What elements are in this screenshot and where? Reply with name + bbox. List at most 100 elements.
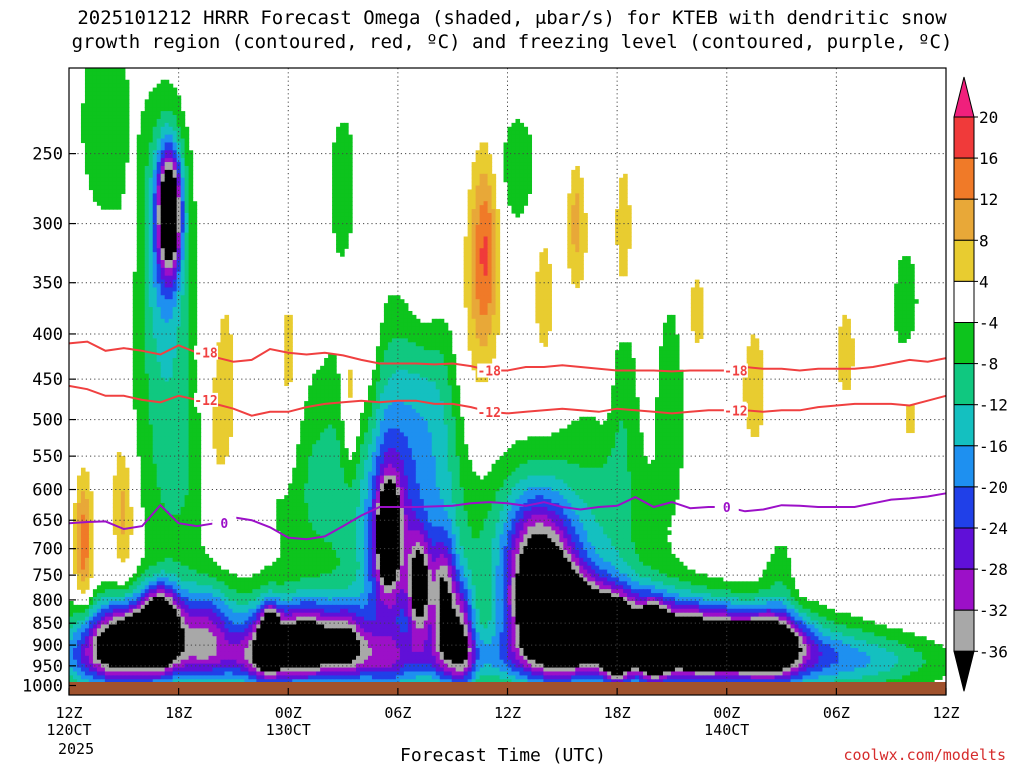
omega-cell (160, 389, 166, 394)
omega-cell (116, 158, 122, 163)
omega-cell (495, 287, 501, 292)
omega-cell (180, 346, 186, 351)
omega-cell (838, 326, 843, 332)
omega-cell (172, 165, 178, 171)
omega-cell (487, 185, 493, 191)
omega-cell (180, 436, 186, 441)
omega-cell (180, 260, 186, 265)
omega-cell (160, 197, 166, 202)
omega-cell (284, 369, 289, 375)
omega-cell (164, 287, 170, 292)
omega-cell (136, 275, 142, 281)
omega-cell (423, 369, 429, 375)
omega-cell (172, 240, 178, 245)
omega-cell (579, 444, 584, 449)
omega-cell (180, 271, 186, 277)
omega-cell (112, 122, 118, 128)
omega-cell (670, 361, 676, 367)
omega-cell (455, 408, 461, 414)
omega-cell (180, 444, 186, 449)
omega-cell (288, 318, 293, 324)
omega-cell (567, 240, 572, 245)
omega-cell (184, 307, 190, 312)
omega-cell (379, 330, 385, 336)
omega-cell (678, 455, 684, 461)
omega-cell (136, 150, 142, 155)
omega-cell (627, 342, 632, 347)
omega-cell (140, 181, 146, 187)
omega-cell (539, 455, 544, 461)
omega-cell (443, 365, 449, 371)
omega-cell (379, 342, 385, 347)
omega-cell (623, 271, 628, 277)
omega-cell (527, 154, 533, 159)
omega-cell (136, 432, 142, 437)
omega-cell (116, 165, 122, 171)
omega-cell (336, 385, 341, 390)
omega-cell (136, 236, 142, 242)
omega-cell (383, 350, 389, 355)
omega-cell (435, 416, 441, 422)
omega-cell (515, 142, 521, 147)
omega-cell (623, 432, 628, 437)
omega-cell (132, 275, 138, 281)
omega-cell (156, 393, 162, 398)
omega-cell (140, 115, 146, 120)
omega-cell (519, 452, 525, 457)
omega-cell (467, 244, 473, 249)
omega-cell (216, 369, 222, 375)
omega-cell (643, 455, 648, 461)
omega-cell (619, 354, 624, 359)
omega-cell (284, 342, 289, 347)
omega-cell (144, 428, 150, 434)
omega-cell (379, 369, 385, 375)
omega-cell (216, 377, 222, 383)
omega-cell (332, 216, 337, 222)
omega-cell (96, 154, 102, 159)
omega-cell (519, 459, 525, 465)
omega-cell (439, 436, 445, 441)
omega-cell (842, 322, 847, 328)
omega-cell (288, 334, 293, 339)
omega-cell (678, 405, 684, 410)
omega-cell (80, 126, 86, 132)
omega-cell (224, 338, 230, 343)
omega-cell (443, 385, 449, 390)
omega-cell (164, 228, 170, 234)
omega-cell (160, 397, 166, 402)
omega-cell (479, 326, 485, 332)
omega-cell (156, 444, 162, 449)
omega-cell (615, 369, 620, 375)
omega-cell (906, 291, 911, 296)
omega-cell (419, 393, 425, 398)
omega-cell (391, 416, 397, 422)
omega-cell (471, 361, 477, 367)
omega-cell (180, 412, 186, 418)
omega-cell (172, 201, 178, 206)
omega-cell (511, 169, 517, 175)
omega-cell (543, 303, 548, 308)
omega-cell (96, 103, 102, 108)
omega-cell (619, 271, 624, 277)
omega-cell (515, 440, 521, 445)
omega-cell (391, 330, 397, 336)
omega-cell (284, 354, 289, 359)
omega-cell (228, 401, 234, 406)
omega-cell (148, 271, 154, 277)
omega-cell (116, 452, 122, 457)
omega-cell (308, 412, 313, 418)
omega-cell (463, 248, 469, 253)
omega-cell (415, 432, 421, 437)
omega-cell (336, 193, 341, 198)
omega-cell (188, 310, 194, 316)
omega-cell (148, 193, 154, 198)
omega-cell (531, 436, 537, 441)
omega-cell (674, 385, 680, 390)
omega-cell (184, 405, 190, 410)
omega-cell (519, 158, 525, 163)
omega-cell (571, 181, 576, 187)
omega-cell (407, 342, 413, 347)
omega-cell (180, 299, 186, 304)
omega-cell (164, 412, 170, 418)
omega-cell (367, 444, 373, 449)
